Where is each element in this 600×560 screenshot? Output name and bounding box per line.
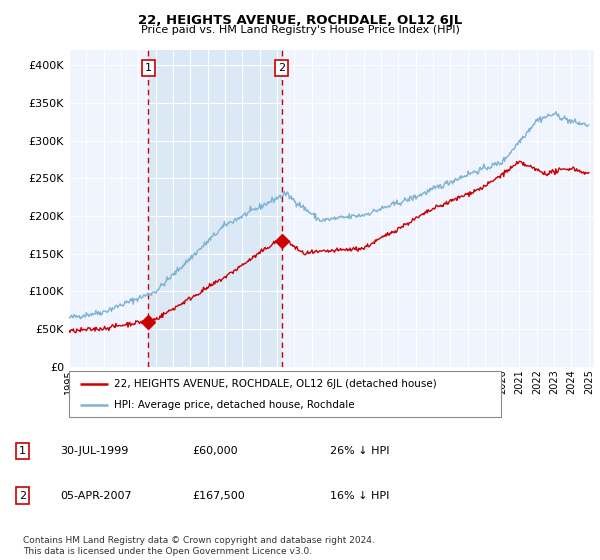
Text: 05-APR-2007: 05-APR-2007 [60,491,131,501]
Bar [148,50,281,367]
Point [143,317,153,326]
Text: 16% ↓ HPI: 16% ↓ HPI [330,491,389,501]
Text: £167,500: £167,500 [192,491,245,501]
Text: 22, HEIGHTS AVENUE, ROCHDALE, OL12 6JL (detached house): 22, HEIGHTS AVENUE, ROCHDALE, OL12 6JL (… [115,379,437,389]
Text: 22, HEIGHTS AVENUE, ROCHDALE, OL12 6JL: 22, HEIGHTS AVENUE, ROCHDALE, OL12 6JL [138,14,462,27]
Text: 26% ↓ HPI: 26% ↓ HPI [330,446,389,456]
Text: HPI: Average price, detached house, Rochdale: HPI: Average price, detached house, Roch… [115,400,355,410]
Text: 1: 1 [145,63,152,73]
Text: Price paid vs. HM Land Registry's House Price Index (HPI): Price paid vs. HM Land Registry's House … [140,25,460,35]
Text: 1: 1 [19,446,26,456]
Text: 2: 2 [278,63,285,73]
Point [277,236,286,245]
FancyBboxPatch shape [69,371,501,417]
Text: 2: 2 [19,491,26,501]
Text: 30-JUL-1999: 30-JUL-1999 [60,446,128,456]
Text: Contains HM Land Registry data © Crown copyright and database right 2024.
This d: Contains HM Land Registry data © Crown c… [23,536,374,556]
Text: £60,000: £60,000 [192,446,238,456]
